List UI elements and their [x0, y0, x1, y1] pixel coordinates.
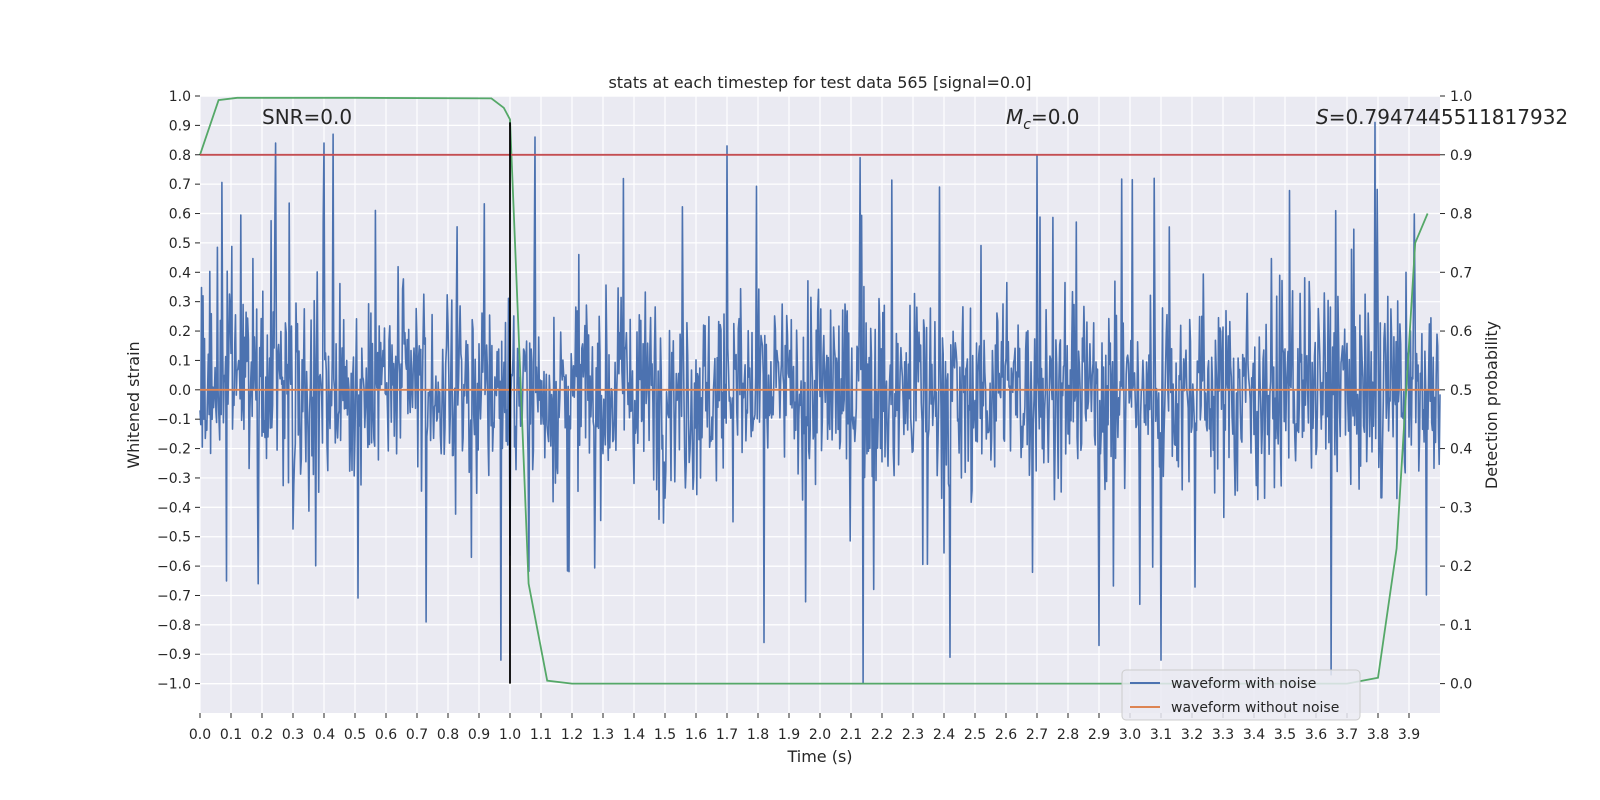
y-right-tick-label-5: 0.5 [1450, 383, 1472, 399]
y-right-tick-label-1: 0.9 [1450, 148, 1472, 164]
y-tick-label-10: 0.0 [169, 383, 191, 399]
legend: waveform with noise waveform without noi… [1121, 669, 1361, 721]
x-tick-label-7: 0.7 [406, 727, 428, 743]
x-tick-label-5: 0.5 [344, 727, 366, 743]
y-right-tick-label-9: 0.1 [1450, 618, 1472, 634]
mc-value: =0.0 [1031, 105, 1080, 129]
s-value: =0.7947445511817932 [1329, 105, 1568, 129]
s-annotation: S=0.7947445511817932 [1316, 105, 1568, 129]
x-tick-label-32: 3.2 [1181, 727, 1203, 743]
y-tick-label-5: 0.5 [169, 236, 191, 252]
x-tick-label-31: 3.1 [1150, 727, 1172, 743]
y-right-tick-label-4: 0.6 [1450, 324, 1472, 340]
x-tick-label-33: 3.3 [1212, 727, 1234, 743]
y-tick-label-0: 1.0 [169, 89, 191, 105]
x-tick-label-17: 1.7 [716, 727, 738, 743]
mc-subscript: c [1023, 117, 1031, 133]
y-ticks: 1.0 0.9 0.8 0.7 0.6 0.5 0.4 0.3 0.2 0.1 0.0 −0.1 −0.… [157, 89, 200, 693]
series-waveform-with-noise [199, 121, 1441, 685]
x-tick-label-12: 1.2 [561, 727, 583, 743]
x-tick-label-1: 0.1 [220, 727, 242, 743]
y-tick-label-20: −1.0 [157, 677, 191, 693]
y-tick-label-1: 0.9 [169, 118, 191, 134]
legend-box [1121, 669, 1361, 721]
x-tick-label-10: 1.0 [499, 727, 521, 743]
y-tick-label-2: 0.8 [169, 148, 191, 164]
y-tick-label-14: −0.4 [157, 500, 191, 516]
x-tick-label-8: 0.8 [437, 727, 459, 743]
x-tick-label-16: 1.6 [685, 727, 707, 743]
y-tick-label-13: −0.3 [157, 471, 191, 487]
y-right-tick-label-8: 0.2 [1450, 559, 1472, 575]
series-detection-probability [199, 96, 1429, 685]
x-tick-label-14: 1.4 [623, 727, 645, 743]
x-tick-label-20: 2.0 [809, 727, 831, 743]
y-right-tick-label-2: 0.8 [1450, 207, 1472, 223]
x-tick-label-30: 3.0 [1119, 727, 1141, 743]
x-tick-label-9: 0.9 [468, 727, 490, 743]
x-tick-label-21: 2.1 [840, 727, 862, 743]
snr-annotation: SNR=0.0 [262, 105, 352, 129]
x-tick-label-25: 2.5 [964, 727, 986, 743]
y-tick-label-11: −0.1 [157, 412, 191, 428]
x-tick-label-24: 2.4 [933, 727, 955, 743]
s-symbol: S [1316, 105, 1329, 129]
x-tick-label-11: 1.1 [530, 727, 552, 743]
y-tick-label-12: −0.2 [157, 442, 191, 458]
y-tick-label-4: 0.6 [169, 207, 191, 223]
y-right-tick-label-0: 1.0 [1450, 89, 1472, 105]
x-tick-label-6: 0.6 [375, 727, 397, 743]
y-tick-label-8: 0.2 [169, 324, 191, 340]
x-tick-label-26: 2.6 [995, 727, 1017, 743]
y-right-tick-label-3: 0.7 [1450, 265, 1472, 281]
x-tick-label-18: 1.8 [747, 727, 769, 743]
mc-symbol: M [1006, 105, 1023, 129]
noise-series [199, 121, 1441, 685]
legend-label-clean: waveform without noise [1171, 700, 1339, 716]
line-series [199, 96, 1440, 685]
y-tick-label-6: 0.4 [169, 265, 191, 281]
x-tick-label-15: 1.5 [654, 727, 676, 743]
x-tick-label-29: 2.9 [1088, 727, 1110, 743]
x-tick-label-39: 3.9 [1398, 727, 1420, 743]
legend-label-noise: waveform with noise [1171, 676, 1316, 692]
x-tick-label-4: 0.4 [313, 727, 335, 743]
x-tick-label-38: 3.8 [1367, 727, 1389, 743]
x-ticks: 0.0 0.1 0.2 0.3 0.4 0.5 0.6 0.7 0.8 0.9 1.0 1.1 1.2 1… [189, 713, 1420, 743]
x-tick-label-13: 1.3 [592, 727, 614, 743]
y-tick-label-9: 0.1 [169, 353, 191, 369]
y-tick-label-19: −0.9 [157, 647, 191, 663]
x-axis-label: Time (s) [786, 747, 852, 766]
x-tick-label-36: 3.6 [1305, 727, 1327, 743]
x-tick-label-35: 3.5 [1274, 727, 1296, 743]
y-tick-label-15: −0.5 [157, 530, 191, 546]
y-right-axis-label: Detection probability [1482, 321, 1501, 489]
y-tick-label-3: 0.7 [169, 177, 191, 193]
x-tick-label-23: 2.3 [902, 727, 924, 743]
x-tick-label-37: 3.7 [1336, 727, 1358, 743]
x-tick-label-27: 2.7 [1026, 727, 1048, 743]
y-right-tick-label-7: 0.3 [1450, 500, 1472, 516]
y-right-ticks: 1.0 0.9 0.8 0.7 0.6 0.5 0.4 0.3 0.2 0.1 0.0 [1440, 89, 1472, 693]
mc-annotation: Mc=0.0 [1006, 105, 1080, 133]
x-tick-label-34: 3.4 [1243, 727, 1265, 743]
y-right-tick-label-10: 0.0 [1450, 677, 1472, 693]
y-tick-label-17: −0.7 [157, 588, 191, 604]
x-tick-label-0: 0.0 [189, 727, 211, 743]
y-tick-label-16: −0.6 [157, 559, 191, 575]
chart-title: stats at each timestep for test data 565… [608, 73, 1031, 92]
y-tick-label-18: −0.8 [157, 618, 191, 634]
x-tick-label-19: 1.9 [778, 727, 800, 743]
x-tick-label-28: 2.8 [1057, 727, 1079, 743]
y-axis-label: Whitened strain [124, 341, 143, 468]
x-tick-label-3: 0.3 [282, 727, 304, 743]
x-tick-label-22: 2.2 [871, 727, 893, 743]
x-tick-label-2: 0.2 [251, 727, 273, 743]
y-tick-label-7: 0.3 [169, 295, 191, 311]
y-right-tick-label-6: 0.4 [1450, 442, 1472, 458]
